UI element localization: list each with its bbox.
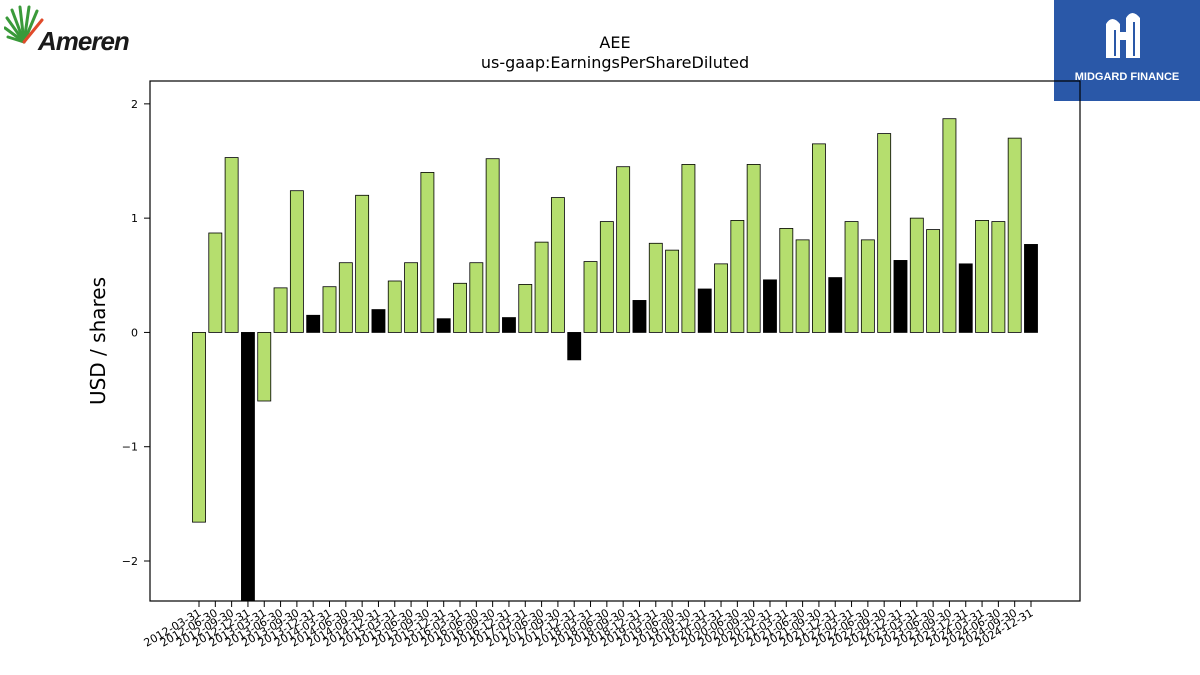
bar-2018-09-30: [616, 166, 631, 333]
ameren-sunburst-icon: [3, 5, 44, 44]
bar-2024-09-30: [1007, 137, 1022, 333]
bar-2012-03-31: [192, 332, 206, 523]
bar-2016-12-31: [502, 317, 516, 333]
bar-2016-06-30: [469, 262, 484, 333]
bar-2024-06-30: [991, 221, 1006, 333]
bar-2014-03-31: [322, 286, 337, 333]
bar-2019-06-30: [665, 249, 680, 333]
bar-2015-06-30: [404, 262, 418, 333]
bar-2020-03-31: [714, 263, 728, 333]
bar-2023-09-30: [942, 118, 957, 333]
y-axis-label: USD / shares: [86, 277, 110, 405]
sponsor-badge: MIDGARD FINANCE: [1054, 0, 1200, 101]
bar-2023-03-31: [909, 217, 924, 333]
bar-2017-12-31: [567, 332, 582, 361]
bar-2023-06-30: [926, 229, 941, 333]
x-axis: 2012-03-312012-06-302012-09-302012-12-31…: [142, 601, 1036, 650]
bar-2018-12-31: [632, 300, 647, 333]
sponsor-name: MIDGARD FINANCE: [1074, 71, 1180, 83]
bar-2023-12-31: [958, 263, 973, 333]
bar-2017-09-30: [550, 197, 565, 333]
bar-2021-12-31: [828, 277, 843, 333]
ameren-logo: Ameren: [3, 4, 136, 58]
bar-2014-06-30: [338, 262, 353, 333]
bar-2013-12-31: [306, 314, 321, 333]
bar-2014-12-31: [371, 309, 386, 333]
bar-2020-09-30: [746, 164, 761, 333]
bar-2019-03-31: [648, 242, 663, 333]
bar-2013-09-30: [289, 190, 304, 333]
brand-name: Ameren: [38, 26, 130, 56]
bar-2024-12-31: [1024, 244, 1038, 333]
y-tick-label: −2: [122, 555, 138, 568]
bar-2021-03-31: [779, 228, 794, 333]
bar-2020-06-30: [730, 220, 745, 333]
bar-2012-06-30: [208, 232, 223, 333]
y-tick-label: 2: [131, 98, 138, 111]
bar-2017-03-31: [518, 284, 533, 333]
y-tick-label: 0: [131, 326, 138, 339]
bar-2016-03-31: [453, 282, 467, 333]
bar-2015-03-31: [387, 280, 402, 333]
bar-2014-09-30: [355, 194, 370, 333]
bar-2015-09-30: [420, 172, 435, 333]
bar-2013-03-31: [257, 332, 272, 402]
y-tick-label: −1: [122, 441, 138, 454]
y-tick-label: 1: [131, 212, 138, 225]
bar-2022-06-30: [860, 239, 875, 333]
chart-title: AEE: [599, 33, 630, 52]
bar-2015-12-31: [436, 318, 451, 333]
plot-frame: [149, 80, 1081, 602]
midgard-m-icon: [1106, 13, 1140, 58]
bar-2013-06-30: [273, 287, 288, 333]
bar-2017-06-30: [534, 241, 549, 333]
bar-2020-12-31: [763, 279, 777, 333]
bar-2019-09-30: [681, 164, 696, 333]
bar-2022-12-31: [893, 260, 908, 333]
bar-2021-06-30: [795, 239, 810, 333]
bars: [192, 118, 1038, 602]
bar-2012-09-30: [224, 157, 239, 333]
bar-2018-06-30: [599, 221, 614, 333]
bar-2018-03-31: [583, 261, 598, 333]
bar-2022-03-31: [844, 221, 859, 333]
chart-subtitle: us-gaap:EarningsPerShareDiluted: [481, 53, 749, 72]
bar-2022-09-30: [877, 133, 892, 333]
y-axis: −2 −1 0 1 2: [122, 98, 150, 568]
bar-2019-12-31: [697, 288, 712, 333]
bar-2021-09-30: [812, 143, 826, 333]
bar-2012-12-31: [241, 332, 255, 602]
bar-2016-09-30: [485, 158, 500, 333]
bar-2024-03-31: [975, 220, 989, 333]
